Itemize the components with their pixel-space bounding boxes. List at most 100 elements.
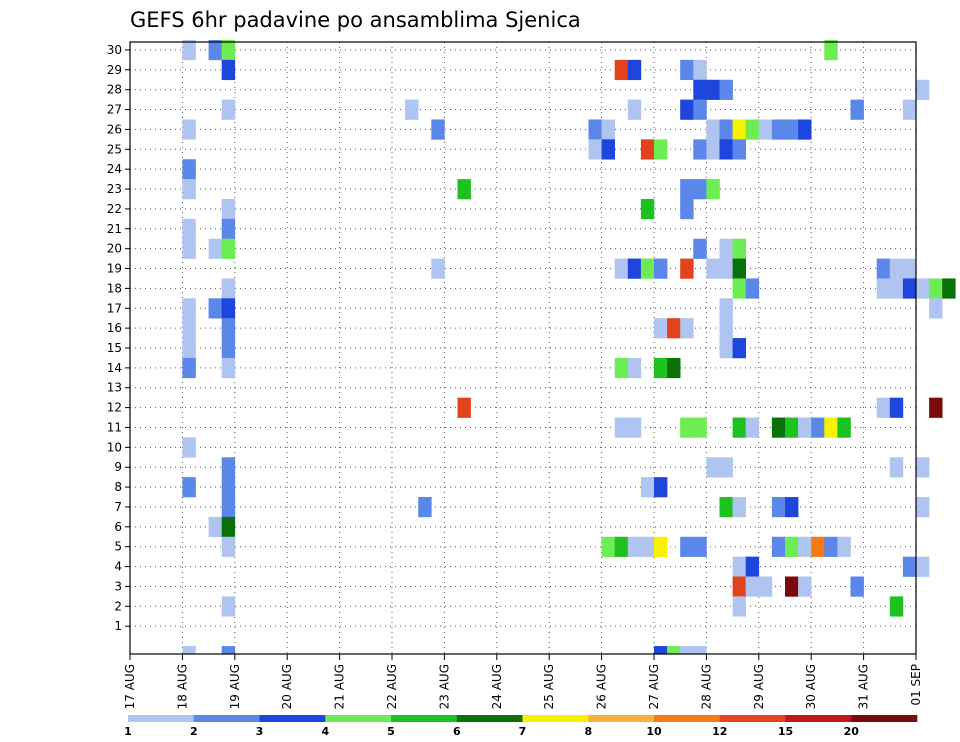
precip-cell xyxy=(771,536,786,557)
precip-cell xyxy=(693,646,707,655)
precip-cell xyxy=(798,119,812,140)
legend-color-swatch xyxy=(259,715,326,722)
y-tick-label: 22 xyxy=(107,202,122,216)
precip-cell xyxy=(745,119,760,140)
legend-threshold-label: 8 xyxy=(584,725,592,738)
precip-cell xyxy=(654,646,668,655)
x-tick-label: 28 AUG xyxy=(699,664,713,709)
precip-cell xyxy=(614,536,629,557)
precip-cell xyxy=(627,99,642,120)
precip-cell xyxy=(182,338,196,359)
y-tick-label: 12 xyxy=(107,401,122,415)
precip-cell xyxy=(654,357,668,379)
precip-cell xyxy=(719,497,733,518)
precip-cell xyxy=(719,318,733,339)
precip-cell xyxy=(680,59,694,81)
precip-cell xyxy=(182,437,196,458)
precip-cell xyxy=(732,119,746,140)
precip-cell xyxy=(745,278,760,299)
y-tick-label: 25 xyxy=(107,142,122,156)
legend-threshold-label: 1 xyxy=(124,725,132,738)
precip-cell xyxy=(614,258,629,279)
precip-cell xyxy=(771,119,786,140)
precip-cell xyxy=(588,119,602,140)
precip-cell xyxy=(902,278,917,299)
precip-cell xyxy=(732,258,746,279)
chart-title: GEFS 6hr padavine po ansamblima Sjenica xyxy=(130,8,581,32)
precip-cell xyxy=(182,179,196,200)
precip-cell xyxy=(640,258,655,279)
precip-cell xyxy=(706,139,720,160)
precip-cell xyxy=(601,536,615,557)
precip-cell xyxy=(876,397,891,418)
precip-cell xyxy=(208,238,222,259)
precip-cell xyxy=(902,556,917,577)
legend-threshold-label: 15 xyxy=(778,725,793,738)
precip-cell xyxy=(693,536,707,557)
precip-cell xyxy=(221,238,236,259)
legend-color-swatch xyxy=(325,715,392,722)
precip-cell xyxy=(601,119,615,140)
precip-cell xyxy=(771,497,786,518)
x-tick-label: 22 AUG xyxy=(385,664,399,709)
precip-cell xyxy=(221,298,236,319)
precip-cell xyxy=(942,278,956,299)
x-tick-label: 27 AUG xyxy=(647,664,661,709)
precip-cell xyxy=(876,278,891,299)
precip-cell xyxy=(732,497,746,518)
precip-cell xyxy=(902,258,917,279)
precip-cell xyxy=(182,357,196,379)
y-tick-label: 1 xyxy=(114,619,122,633)
legend-color-swatch xyxy=(456,715,523,722)
precip-cell xyxy=(706,258,720,279)
precip-cell xyxy=(640,139,655,160)
precip-cell xyxy=(732,278,746,299)
y-tick-label: 11 xyxy=(107,420,122,434)
precip-cell xyxy=(680,258,694,279)
precip-cell xyxy=(182,318,196,339)
precip-cell xyxy=(221,59,236,81)
legend-color-swatch xyxy=(654,715,721,722)
precip-cell xyxy=(758,119,773,140)
precip-cell xyxy=(719,457,733,478)
precip-cell xyxy=(719,298,733,319)
precip-cell xyxy=(876,258,891,279)
precip-cell xyxy=(680,318,694,339)
precip-cell xyxy=(902,99,917,120)
precip-cell xyxy=(693,139,707,160)
precip-cell xyxy=(693,179,707,200)
legend-color-swatch xyxy=(522,715,589,722)
legend-color-swatch xyxy=(719,715,786,722)
precip-cell xyxy=(824,536,838,557)
y-tick-label: 29 xyxy=(107,63,122,77)
y-tick-label: 13 xyxy=(107,381,122,395)
precip-cell xyxy=(824,40,838,61)
precip-cell xyxy=(811,536,825,557)
y-tick-label: 19 xyxy=(107,262,122,276)
precip-cell xyxy=(837,536,851,557)
precip-cell xyxy=(929,278,943,299)
x-tick-label: 29 AUG xyxy=(752,664,766,709)
precip-cell xyxy=(693,417,707,438)
y-tick-label: 3 xyxy=(114,579,122,593)
precip-cell xyxy=(785,536,799,557)
precip-cell xyxy=(221,198,236,220)
precip-cell xyxy=(693,59,707,81)
legend-threshold-label: 20 xyxy=(844,725,860,738)
precip-cell xyxy=(680,646,694,655)
precip-cell xyxy=(889,258,904,279)
precip-cell xyxy=(758,576,773,597)
precip-cell xyxy=(680,417,694,438)
precip-cell xyxy=(798,417,812,438)
y-tick-label: 24 xyxy=(107,162,122,176)
precip-cell xyxy=(431,258,445,279)
precip-cell xyxy=(221,318,236,339)
precip-cell xyxy=(719,139,733,160)
precip-cell xyxy=(680,99,694,120)
y-tick-label: 5 xyxy=(114,540,122,554)
precip-cell xyxy=(837,417,851,438)
precip-cell xyxy=(221,596,236,617)
precip-cell xyxy=(732,596,746,617)
x-tick-label: 25 AUG xyxy=(542,664,556,709)
precip-cell xyxy=(457,179,471,200)
